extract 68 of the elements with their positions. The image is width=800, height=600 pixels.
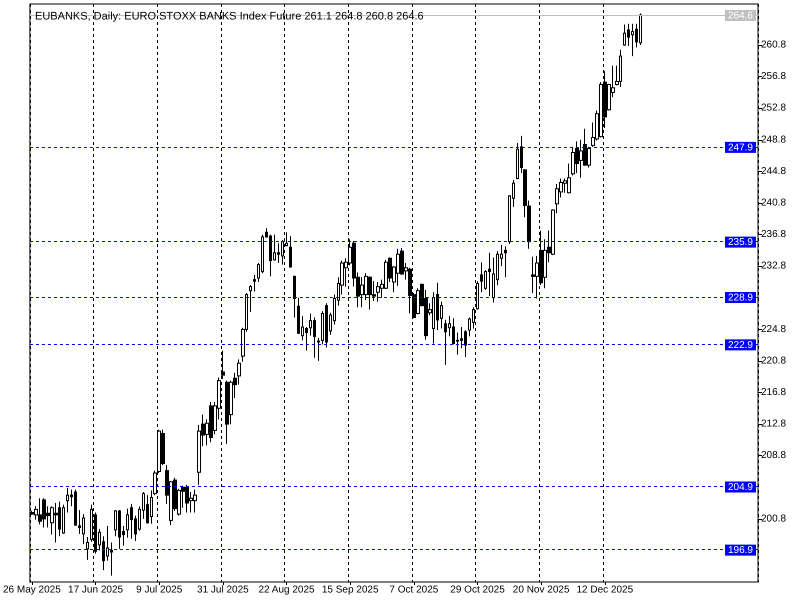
y-tick-label: 208.8 (761, 450, 786, 462)
y-tick-label: 236.8 (761, 229, 786, 240)
y-tick-label: 232.8 (761, 260, 786, 272)
candlestick (38, 498, 42, 525)
y-tick-label: 224.8 (761, 324, 786, 335)
candlestick (444, 319, 447, 366)
x-tick-label: 31 Jul 2025 (197, 584, 250, 596)
candlestick (185, 484, 189, 514)
candlestick (82, 514, 85, 545)
y-tick-label: 240.8 (761, 197, 786, 208)
candlestick (631, 23, 634, 57)
candlestick (416, 288, 420, 315)
candlestick (504, 246, 507, 278)
candlestick (130, 503, 133, 540)
candlestick (623, 24, 626, 46)
y-tick-label: 244.8 (761, 166, 786, 177)
ref-line-label: 222.9 (728, 340, 754, 351)
candlestick (66, 488, 69, 514)
x-tick-label: 9 Jul 2025 (136, 584, 183, 596)
candlestick (575, 140, 579, 174)
candlestick (619, 49, 622, 88)
candlestick (567, 163, 571, 194)
y-tick-label: 200.8 (761, 513, 786, 524)
x-tick-label: 12 Dec 2025 (576, 584, 634, 596)
y-tick-label: 252.8 (761, 102, 786, 114)
y-tick-label: 220.8 (761, 355, 786, 366)
candlestick (253, 274, 256, 292)
ref-line-label: 264.6 (728, 10, 754, 22)
candlestick (313, 316, 316, 358)
x-tick-label: 17 Jun 2025 (68, 584, 124, 596)
candlestick (86, 536, 89, 560)
candlestick (118, 510, 121, 550)
x-tick-label: 29 Oct 2025 (450, 584, 506, 596)
candlestick (126, 508, 129, 538)
candlestick (360, 276, 364, 308)
x-tick-label: 7 Oct 2025 (389, 584, 439, 596)
y-tick-label: 212.8 (761, 418, 786, 430)
candlestick (325, 302, 328, 348)
ref-line-label: 235.9 (728, 237, 754, 248)
y-tick-label: 248.8 (761, 134, 786, 146)
ref-line-label: 247.9 (728, 142, 754, 154)
x-tick-label: 20 Nov 2025 (512, 584, 570, 596)
candlestick (193, 489, 197, 514)
candlestick (209, 401, 213, 443)
candlestick (146, 494, 149, 524)
candlestick (488, 252, 491, 297)
candlestick (74, 489, 77, 526)
x-tick-label: 26 May 2025 (2, 584, 62, 596)
x-tick-label: 22 Aug 2025 (258, 584, 316, 596)
x-tick-label: 15 Sep 2025 (322, 584, 379, 596)
candlestick (289, 236, 292, 268)
candlestick (376, 281, 380, 302)
ref-line-label: 228.9 (728, 292, 754, 304)
y-tick-label: 256.8 (761, 71, 786, 82)
candlestick (54, 502, 58, 544)
candlestick (42, 498, 46, 528)
y-tick-label: 260.8 (761, 40, 786, 51)
y-tick-label: 216.8 (761, 386, 786, 398)
candlestick (225, 380, 229, 444)
ref-line-label: 196.9 (728, 545, 754, 556)
candlestick (639, 12, 642, 46)
candlestick (480, 262, 483, 293)
candlestick (249, 284, 252, 312)
candlestick (293, 275, 296, 318)
ref-line-label: 204.9 (728, 482, 754, 493)
candlestick (368, 276, 372, 310)
candlestick (62, 504, 65, 534)
candlestick (464, 330, 467, 358)
